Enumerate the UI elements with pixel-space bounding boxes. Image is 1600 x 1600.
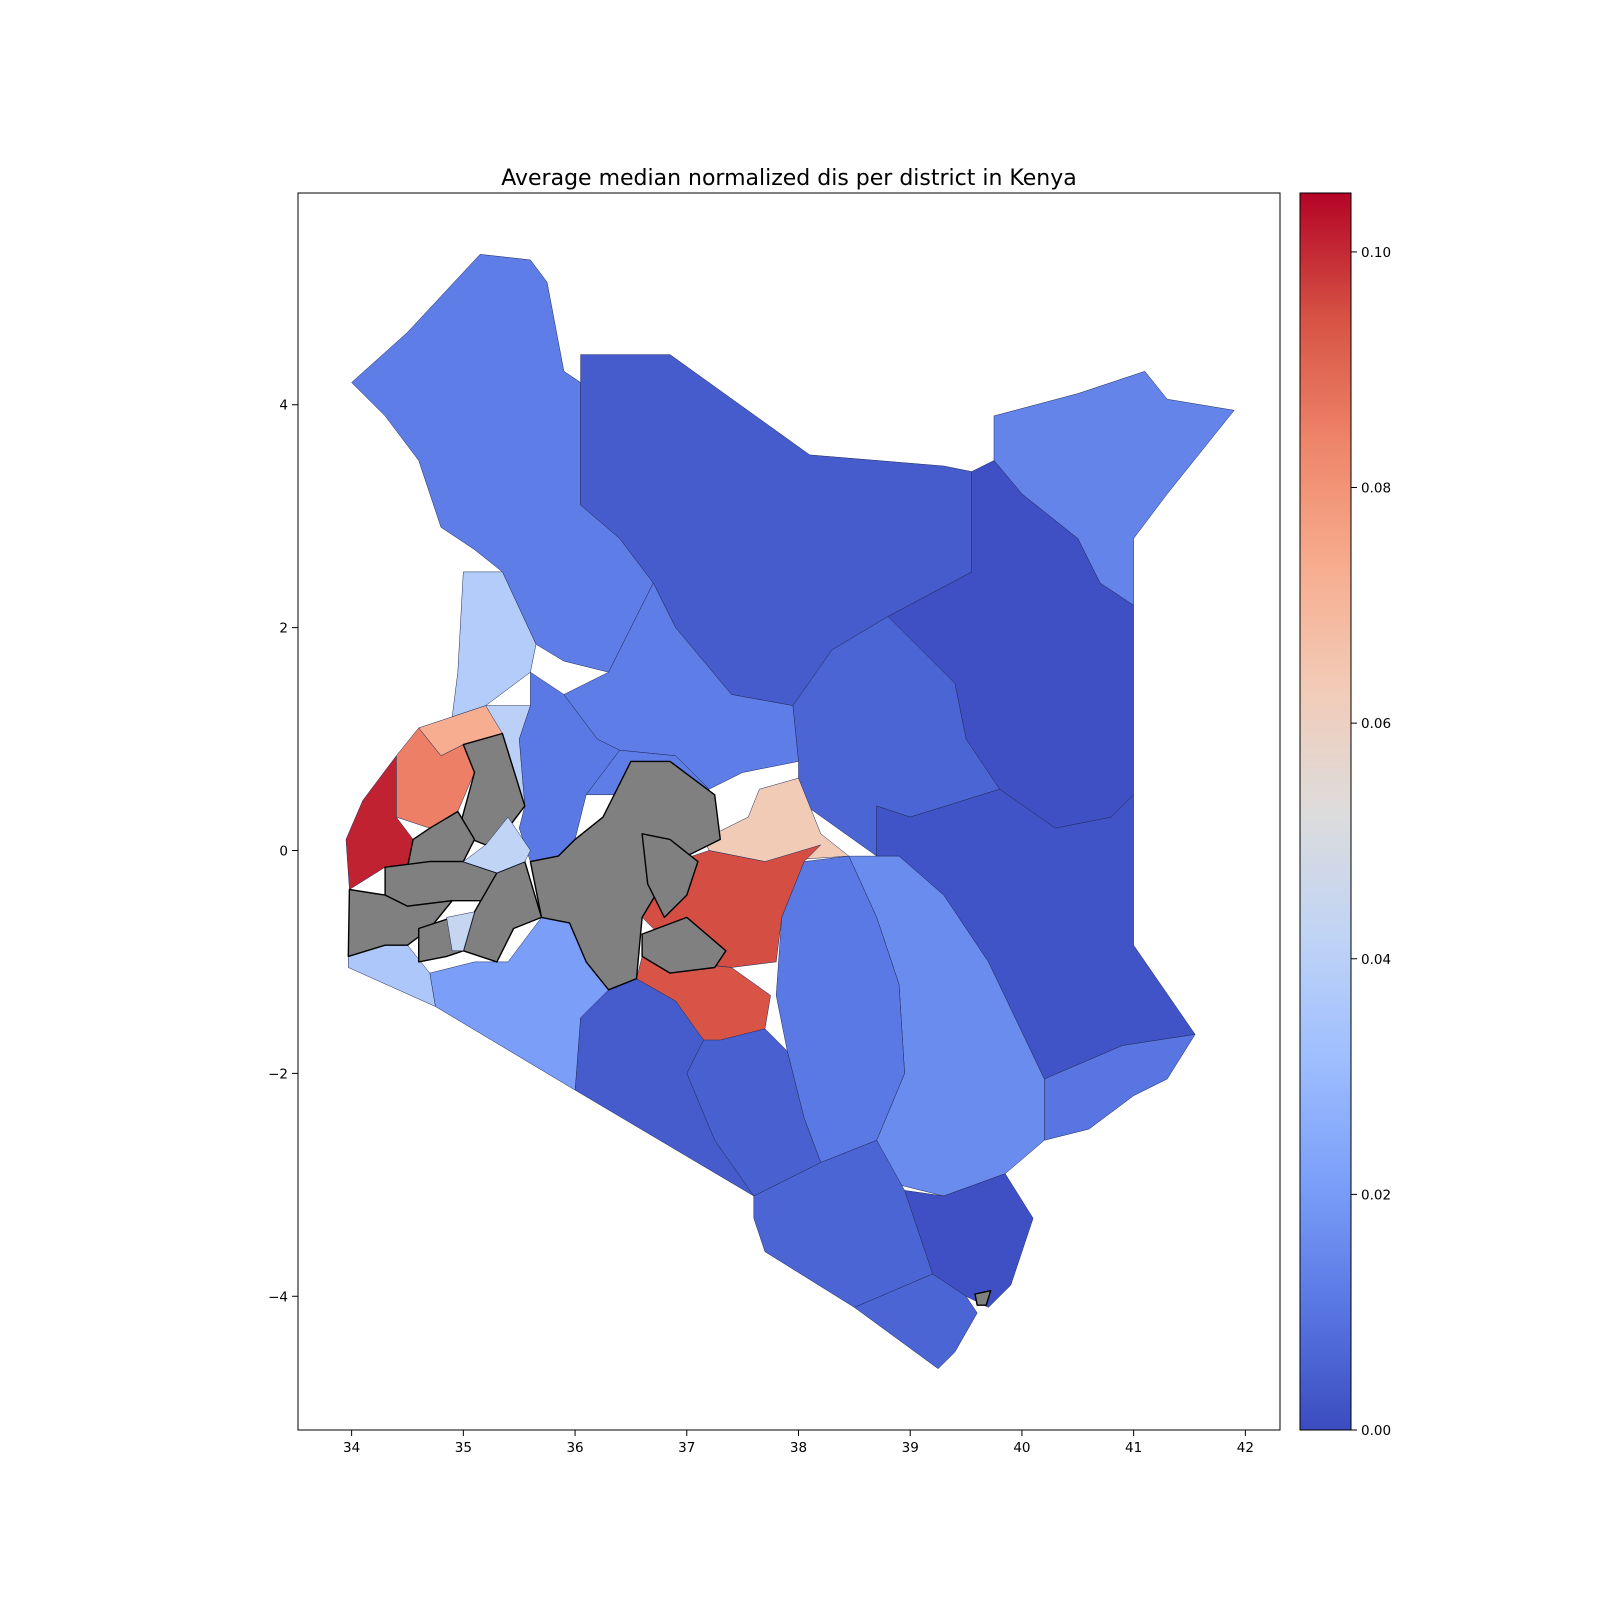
- region-kwale: [854, 1273, 978, 1369]
- chart-title: Average median normalized dis per distri…: [501, 166, 1077, 191]
- y-tick-label: 4: [279, 398, 288, 414]
- map-frame: [297, 192, 1281, 1431]
- x-tick-label: 39: [902, 1440, 919, 1456]
- colorbar-tick-label: 0.10: [1361, 245, 1391, 261]
- x-tick-label: 37: [678, 1440, 695, 1456]
- x-tick-label: 41: [1125, 1440, 1142, 1456]
- colorbar-ticks: 0.00 0.02 0.04 0.06 0.08 0.10: [1351, 245, 1391, 1439]
- y-tick-label: 2: [279, 621, 288, 637]
- x-tick-label: 40: [1013, 1440, 1030, 1456]
- region-nakuru: [529, 760, 721, 991]
- region-kiambu: [641, 916, 727, 974]
- colorbar: 0.00 0.02 0.04 0.06 0.08 0.10: [1299, 192, 1391, 1439]
- x-tick-label: 35: [455, 1440, 472, 1456]
- x-tick-label: 38: [790, 1440, 807, 1456]
- region-west-pokot: [451, 571, 537, 718]
- colorbar-tick-label: 0.08: [1361, 481, 1391, 497]
- y-axis: 4 2 0 −2 −4: [268, 398, 298, 1305]
- colorbar-tick-label: 0.04: [1361, 952, 1391, 968]
- region-nandi: [463, 816, 531, 874]
- x-tick-label: 42: [1237, 1440, 1254, 1456]
- x-axis: 34 35 36 37 38 39 40 41 42: [343, 1430, 1254, 1456]
- x-tick-label: 34: [343, 1440, 360, 1456]
- y-tick-label: −2: [268, 1066, 288, 1082]
- region-nyeri: [641, 833, 699, 919]
- colorbar-tick-label: 0.02: [1361, 1187, 1391, 1203]
- colorbar-tick-label: 0.06: [1361, 716, 1391, 732]
- colorbar-gradient: [1299, 192, 1352, 1431]
- region-mombasa: [974, 1289, 992, 1306]
- y-tick-label: −4: [268, 1289, 288, 1305]
- colorbar-tick-label: 0.00: [1361, 1423, 1391, 1439]
- district-regions: [345, 254, 1235, 1369]
- region-lamu: [1044, 1034, 1196, 1141]
- map-axes: 34 35 36 37 38 39 40 41 42 420−2−4: [268, 192, 1281, 1456]
- x-tick-label: 36: [566, 1440, 583, 1456]
- region-vihiga: [446, 911, 475, 952]
- y-tick-label: 0: [279, 844, 288, 860]
